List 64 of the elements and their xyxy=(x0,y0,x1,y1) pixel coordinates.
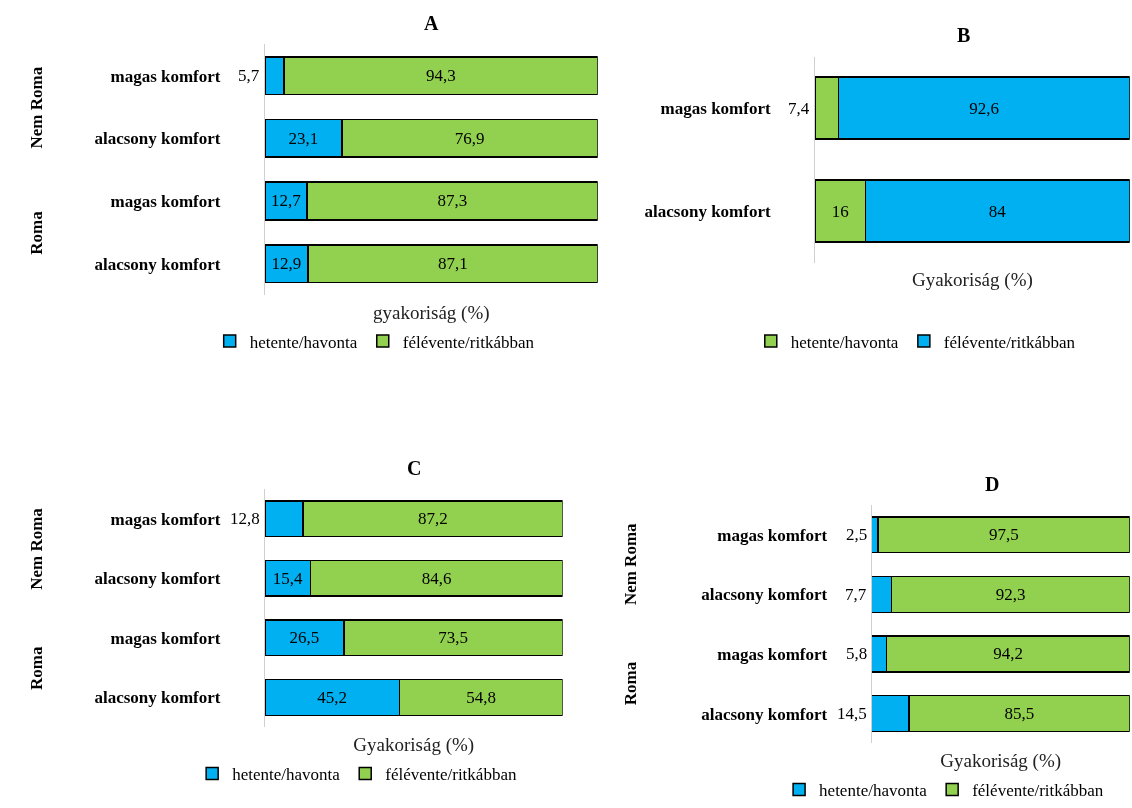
data-label: 5,8 xyxy=(846,644,868,663)
data-label: 76,9 xyxy=(454,128,485,148)
data-label: 7,7 xyxy=(845,585,867,604)
data-label: 97,5 xyxy=(989,525,1019,545)
text: Nem Roma xyxy=(27,66,47,149)
y-tick-label: alacsony komfort xyxy=(94,129,221,149)
y-tick-label: magas komfort xyxy=(660,99,771,119)
chart-title: D xyxy=(985,473,1000,495)
data-label: 84,6 xyxy=(421,568,452,588)
y-tick-label: alacsony komfort xyxy=(94,688,221,708)
data-label: 92,6 xyxy=(969,98,999,118)
y-tick-label: magas komfort xyxy=(110,509,221,529)
x-axis-title: gyakoriság (%) xyxy=(372,301,490,324)
y-tick-label: magas komfort xyxy=(110,628,221,648)
data-label: 92,3 xyxy=(995,584,1026,604)
text: Roma xyxy=(620,661,640,706)
data-label: 12,8 xyxy=(230,509,260,528)
data-label: 85,5 xyxy=(1004,704,1035,724)
y-tick-label: magas komfort xyxy=(110,66,221,86)
data-label: 54,8 xyxy=(466,687,496,707)
legend-label: hetente/havonta xyxy=(249,332,358,352)
data-label: 14,5 xyxy=(837,704,867,723)
data-label: 7,4 xyxy=(788,99,810,118)
data-label: 87,1 xyxy=(437,254,468,274)
data-label: 15,4 xyxy=(272,568,303,588)
y-tick-label: alacsony komfort xyxy=(644,202,771,222)
legend-label: hetente/havonta xyxy=(819,781,928,801)
data-label: 26,5 xyxy=(289,628,320,648)
y-tick-label: magas komfort xyxy=(717,525,828,545)
text: Roma xyxy=(27,210,47,255)
data-label: 23,1 xyxy=(288,128,319,148)
y-tick-label: alacsony komfort xyxy=(94,569,221,589)
data-label: 94,3 xyxy=(425,66,456,86)
legend-label: félévente/ritkábban xyxy=(972,781,1104,801)
text: Nem Roma xyxy=(620,522,640,606)
legend-label: hetente/havonta xyxy=(790,332,899,352)
data-label: 16 xyxy=(831,201,849,221)
data-label: 94,2 xyxy=(993,644,1024,664)
data-label: 5,7 xyxy=(238,66,260,85)
text: Roma xyxy=(26,646,46,691)
x-axis-title: Gyakoriság (%) xyxy=(353,734,475,756)
text: Nem Roma xyxy=(26,507,46,590)
y-tick-label: alacsony komfort xyxy=(701,585,828,605)
legend-label: félévente/ritkábban xyxy=(943,332,1076,352)
data-label: 12,7 xyxy=(270,191,302,211)
data-label: 87,3 xyxy=(437,191,468,211)
y-tick-label: alacsony komfort xyxy=(701,704,828,724)
legend-label: félévente/ritkábban xyxy=(402,332,535,352)
y-tick-label: magas komfort xyxy=(717,644,828,664)
data-label: 2,5 xyxy=(846,525,868,544)
data-label: 45,2 xyxy=(317,687,348,707)
y-tick-label: magas komfort xyxy=(110,191,221,211)
data-label: 73,5 xyxy=(438,628,469,648)
y-tick-label: alacsony komfort xyxy=(94,254,221,274)
chart-title: B xyxy=(957,24,971,46)
legend-label: hetente/havonta xyxy=(232,765,341,785)
chart-title: A xyxy=(424,12,439,34)
x-axis-title: Gyakoriság (%) xyxy=(911,269,1033,292)
data-label: 12,9 xyxy=(271,254,302,274)
data-label: 84 xyxy=(988,201,1007,221)
x-axis-title: Gyakoriság (%) xyxy=(940,750,1062,773)
chart-title: C xyxy=(407,457,422,479)
legend-label: félévente/ritkábban xyxy=(385,765,517,785)
data-label: 87,2 xyxy=(417,509,448,529)
